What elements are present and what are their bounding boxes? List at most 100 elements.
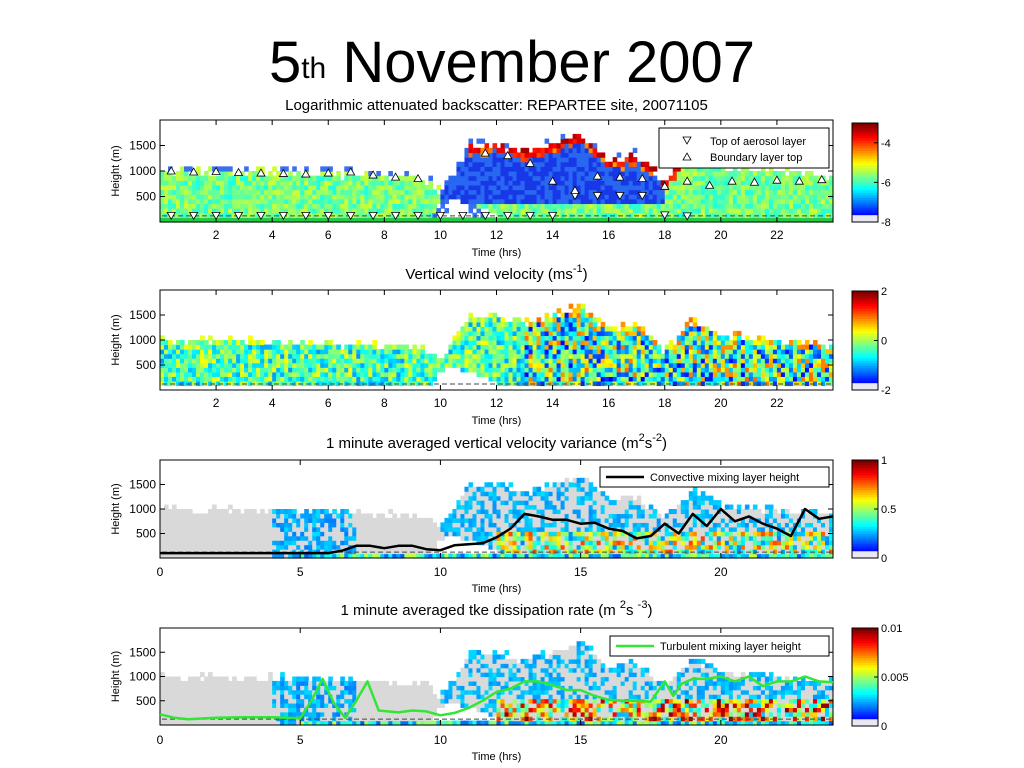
aerosol-top-marker <box>323 211 333 221</box>
legend-box <box>658 127 830 169</box>
x-tick-label: 10 <box>434 565 448 579</box>
x-tick-label: 15 <box>574 733 588 747</box>
colorbar-step <box>852 325 878 329</box>
colorbar-step <box>852 469 878 473</box>
y-tick-label: 500 <box>136 527 156 541</box>
colorbar-step <box>852 689 878 693</box>
x-tick-label: 8 <box>381 228 388 242</box>
colorbar-step <box>852 380 878 384</box>
colorbar-step <box>852 667 878 671</box>
colorbar-step <box>852 474 878 478</box>
colorbar-step <box>852 375 878 379</box>
colorbar-step <box>852 165 878 169</box>
x-tick-label: 18 <box>658 396 672 410</box>
colorbar-step <box>852 706 878 710</box>
colorbar-step <box>852 291 878 295</box>
colorbar-step <box>852 155 878 159</box>
x-tick-label: 20 <box>714 565 728 579</box>
boundary-layer-top-marker <box>301 169 311 178</box>
colorbar-step <box>852 184 878 188</box>
panel-title: 1 minute averaged tke dissipation rate (… <box>341 599 653 619</box>
colorbar-step <box>852 662 878 666</box>
colorbar-step <box>852 372 878 376</box>
colorbar-step <box>852 305 878 309</box>
turbulent-mixing-layer-line <box>159 675 834 721</box>
colorbar-step <box>852 135 878 139</box>
colorbar-step <box>852 491 878 495</box>
colorbar-step <box>852 718 878 722</box>
colorbar-step <box>852 315 878 319</box>
boundary-layer-top-marker <box>637 173 648 183</box>
colorbar-step <box>852 293 878 297</box>
colorbar-step <box>852 506 878 510</box>
legend-box <box>599 466 830 488</box>
boundary-layer-top-marker <box>413 173 423 183</box>
colorbar-step <box>852 162 878 166</box>
chart-panel-velocity-variance: 1 minute averaged vertical velocity vari… <box>110 432 896 595</box>
y-axis-label: Height (m) <box>110 651 122 702</box>
colorbar-step <box>852 460 878 464</box>
y-tick-label: 500 <box>136 694 156 708</box>
colorbar-step <box>852 672 878 676</box>
colorbar-step <box>852 494 878 498</box>
legend-entry: Turbulent mixing layer height <box>660 641 801 653</box>
colorbar-step <box>852 160 878 164</box>
x-tick-label: 5 <box>297 733 304 747</box>
colorbar-step <box>852 657 878 661</box>
colorbar-step <box>852 708 878 712</box>
boundary-layer-top-marker <box>390 172 401 181</box>
boundary-layer-top-marker <box>727 176 737 185</box>
boundary-layer-top-marker <box>480 148 490 157</box>
colorbar-step <box>852 355 878 359</box>
boundary-layer-top-marker <box>704 180 715 189</box>
colorbar-step <box>852 528 878 532</box>
y-tick-label: 1000 <box>129 164 156 178</box>
colorbar-tick-label: -4 <box>881 138 891 150</box>
boundary-layer-top-marker <box>345 167 356 176</box>
colorbar-step <box>852 365 878 369</box>
x-tick-label: 14 <box>546 396 560 410</box>
y-tick-label: 500 <box>136 358 156 372</box>
colorbar-step <box>852 187 878 191</box>
x-axis-label: Time (hrs) <box>472 247 522 259</box>
x-tick-label: 2 <box>213 396 220 410</box>
x-tick-label: 2 <box>213 228 220 242</box>
colorbar-step <box>852 531 878 535</box>
y-axis-label: Height (m) <box>110 145 122 196</box>
boundary-layer-top-marker <box>794 176 805 185</box>
aerosol-top-marker <box>592 192 603 201</box>
aerosol-top-marker <box>413 211 423 221</box>
colorbar-step <box>852 489 878 493</box>
colorbar-step <box>852 310 878 314</box>
colorbar-frame <box>851 122 879 223</box>
y-tick-label: 1500 <box>129 478 156 492</box>
colorbar-step <box>852 137 878 141</box>
legend-triangle-down-icon <box>682 136 692 145</box>
aerosol-top-marker <box>278 211 289 221</box>
colorbar-step <box>852 652 878 656</box>
colorbar-step <box>852 647 878 651</box>
colorbar-step <box>852 686 878 690</box>
x-tick-label: 16 <box>602 228 616 242</box>
boundary-layer-top-marker <box>772 175 782 184</box>
slide-title: 5th November 2007 <box>0 28 1024 98</box>
aerosol-top-marker <box>368 211 378 221</box>
colorbar-step <box>852 513 878 517</box>
colorbar-step <box>852 147 878 151</box>
x-tick-label: 6 <box>325 396 332 410</box>
colorbar-step <box>852 177 878 181</box>
x-tick-label: 16 <box>602 396 616 410</box>
colorbar-step <box>852 367 878 371</box>
colorbar-step <box>852 464 878 468</box>
colorbar-step <box>852 328 878 332</box>
colorbar-step <box>852 199 878 203</box>
boundary-layer-top-marker <box>592 171 603 180</box>
boundary-layer-top-marker <box>166 166 176 175</box>
colorbar-tick-label: -8 <box>881 217 891 229</box>
colorbar-step <box>852 674 878 678</box>
colorbar-step <box>852 179 878 183</box>
y-tick-label: 1500 <box>129 139 156 153</box>
colorbar-step <box>852 194 878 198</box>
colorbar-step <box>852 659 878 663</box>
